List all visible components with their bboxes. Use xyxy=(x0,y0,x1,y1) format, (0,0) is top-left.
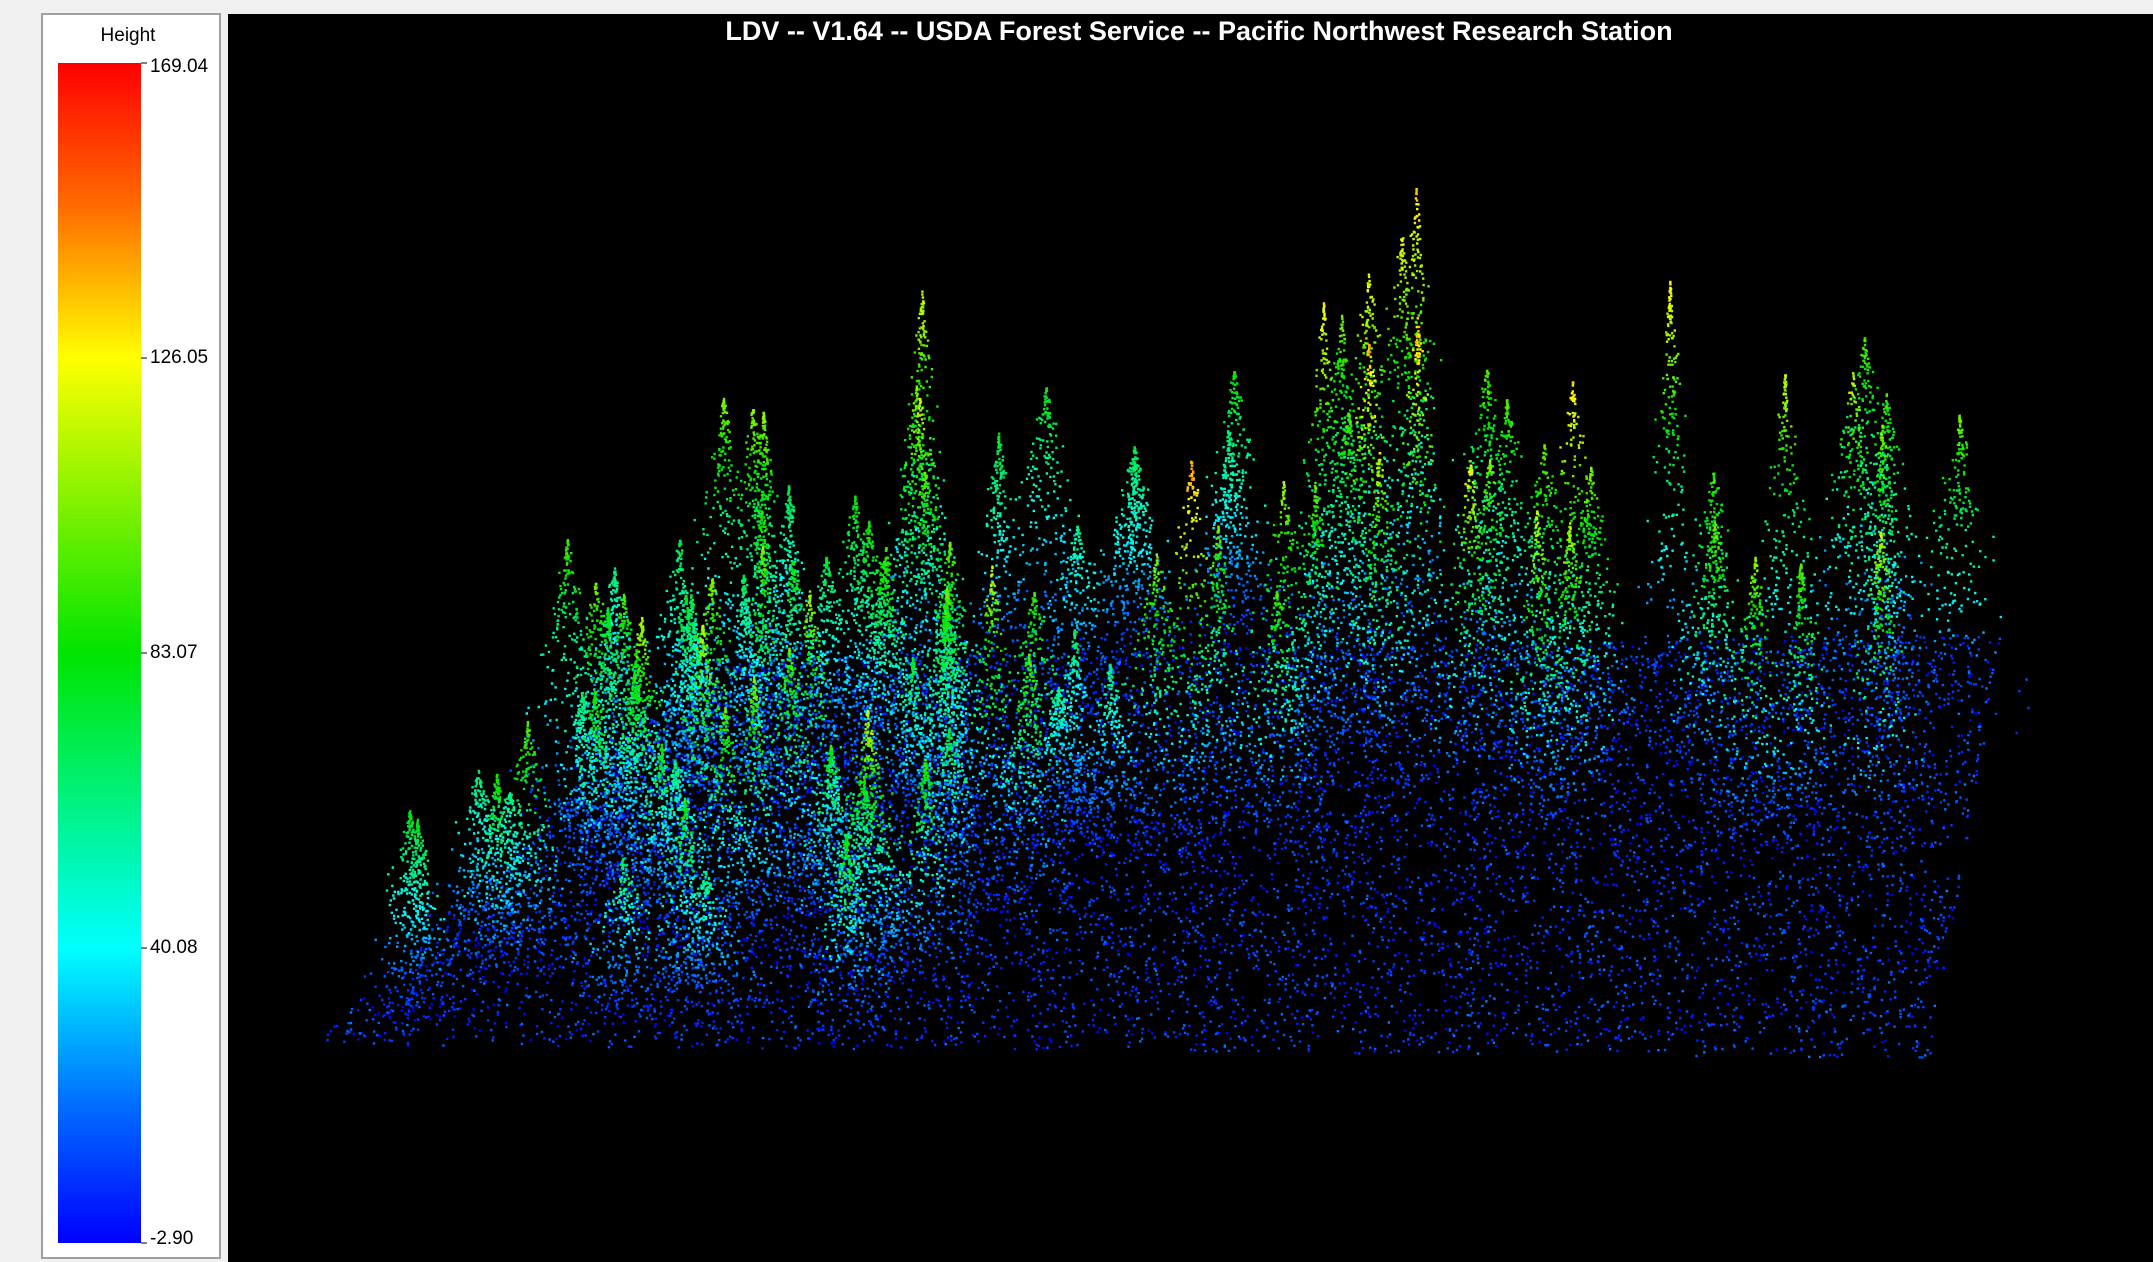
legend-tick-label: 83.07 xyxy=(150,642,198,663)
legend-title: Height xyxy=(101,25,157,46)
color-bar xyxy=(58,63,141,1243)
legend-tick-label: 40.08 xyxy=(150,937,198,958)
window-title: LDV -- V1.64 -- USDA Forest Service -- P… xyxy=(725,16,1672,46)
viewer: Height LDV -- V1.64 -- USDA Forest Servi… xyxy=(0,0,2153,1262)
legend-tick-label: 126.05 xyxy=(150,347,208,368)
legend-tick-label: 169.04 xyxy=(150,56,209,77)
viewport[interactable] xyxy=(228,14,2153,1262)
legend-tick-label: -2.90 xyxy=(150,1228,193,1249)
app-window: Height LDV -- V1.64 -- USDA Forest Servi… xyxy=(0,0,2153,1262)
